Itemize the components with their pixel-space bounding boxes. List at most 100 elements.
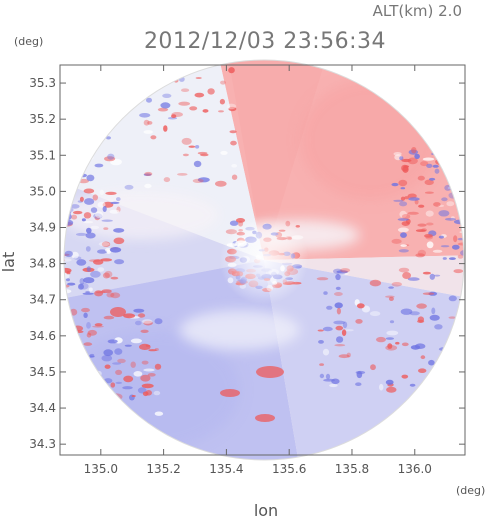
speckle-cell [97, 249, 108, 254]
speckle-cell [86, 174, 95, 182]
speckle-cell [197, 177, 210, 183]
speckle-cell [147, 373, 156, 377]
speckle-cell [414, 153, 420, 159]
speckle-cell [228, 67, 235, 74]
speckle-cell [97, 201, 106, 208]
speckle-cell [446, 153, 453, 161]
speckle-cell [71, 251, 79, 259]
speckle-cell [171, 112, 183, 117]
speckle-cell [189, 106, 198, 111]
speckle-cell [131, 395, 136, 397]
speckle-cell [83, 312, 88, 318]
speckle-cell [154, 411, 164, 416]
speckle-cell [400, 232, 407, 238]
speckle-cell [90, 225, 100, 230]
speckle-cell [444, 217, 457, 221]
speckle-cell [103, 397, 115, 403]
speckle-cell [121, 71, 132, 76]
speckle-cell [322, 326, 333, 332]
speckle-cell [67, 387, 78, 390]
speckle-cell [389, 320, 395, 324]
speckle-cell [231, 174, 238, 180]
speckle-cell [398, 179, 408, 187]
speckle-cell [106, 136, 111, 140]
speckle-cell [101, 115, 112, 119]
speckle-cell [93, 259, 104, 265]
speckle-cell [70, 204, 80, 209]
speckle-cell [181, 137, 192, 145]
speckle-cell [83, 188, 95, 194]
speckle-cell [87, 106, 98, 112]
speckle-cell [146, 97, 152, 103]
speckle-cell [387, 343, 393, 349]
speckle-cell [452, 244, 460, 250]
speckle-cell [106, 104, 112, 107]
speckle-cell [355, 382, 362, 387]
speckle-cell [94, 163, 104, 168]
speckle-cell [108, 88, 114, 92]
speckle-cell [438, 235, 444, 239]
speckle-cell [79, 196, 84, 202]
speckle-cell [87, 121, 94, 126]
speckle-cell [64, 211, 68, 216]
y-tick-label: 34.6 [29, 329, 56, 343]
speckle-cell [150, 75, 158, 78]
speckle-cell [230, 140, 237, 146]
speckle-cell [68, 353, 77, 357]
speckle-cell [85, 246, 91, 252]
x-tick-label: 135.4 [209, 462, 243, 476]
speckle-cell [434, 168, 440, 174]
speckle-cell [83, 388, 92, 395]
speckle-cell [107, 153, 115, 160]
speckle-cell [150, 135, 157, 140]
speckle-cell [140, 374, 151, 382]
speckle-cell [64, 207, 74, 213]
speckle-cell [411, 147, 417, 154]
speckle-cell [219, 98, 225, 105]
speckle-cell [81, 218, 86, 222]
speckle-cell [83, 121, 88, 126]
speckle-cell [337, 273, 346, 275]
speckle-cell [424, 234, 433, 238]
speckle-cell [418, 204, 425, 208]
speckle-cell [105, 247, 111, 253]
speckle-cell [80, 103, 90, 110]
speckle-cell [417, 319, 425, 323]
speckle-cell [395, 341, 400, 345]
y-tick-label: 35.1 [29, 148, 56, 162]
speckle-cell [87, 68, 99, 75]
speckle-cell [379, 383, 384, 391]
speckle-cell [148, 349, 157, 352]
radar-disk [64, 60, 464, 460]
speckle-cell [407, 277, 420, 281]
speckle-cell [322, 348, 330, 356]
speckle-cell [401, 214, 411, 219]
speckle-cell [429, 314, 440, 321]
speckle-cell [82, 110, 88, 114]
speckle-cell [82, 391, 88, 397]
speckle-cell [407, 157, 418, 165]
speckle-cell [400, 196, 406, 201]
speckle-cell [86, 322, 91, 329]
speckle-cell [75, 232, 87, 236]
speckle-cell [432, 249, 443, 253]
speckle-cell [110, 292, 121, 299]
speckle-cell [417, 175, 425, 181]
speckle-cell [86, 227, 92, 234]
speckle-cell [220, 389, 240, 397]
speckle-cell [407, 211, 419, 215]
speckle-cell [123, 313, 136, 319]
speckle-cell [369, 279, 382, 287]
speckle-cell [370, 364, 376, 371]
speckle-cell [72, 111, 85, 117]
speckle-cell [124, 96, 133, 100]
speckle-cell [114, 348, 123, 355]
speckle-cell [391, 182, 399, 187]
y-tick-label: 35.3 [29, 76, 56, 90]
speckle-cell [376, 336, 386, 343]
speckle-cell [422, 271, 431, 275]
speckle-cell [92, 325, 104, 328]
speckle-cell [335, 325, 344, 331]
speckle-cell [336, 336, 344, 343]
speckle-cell [90, 270, 101, 278]
